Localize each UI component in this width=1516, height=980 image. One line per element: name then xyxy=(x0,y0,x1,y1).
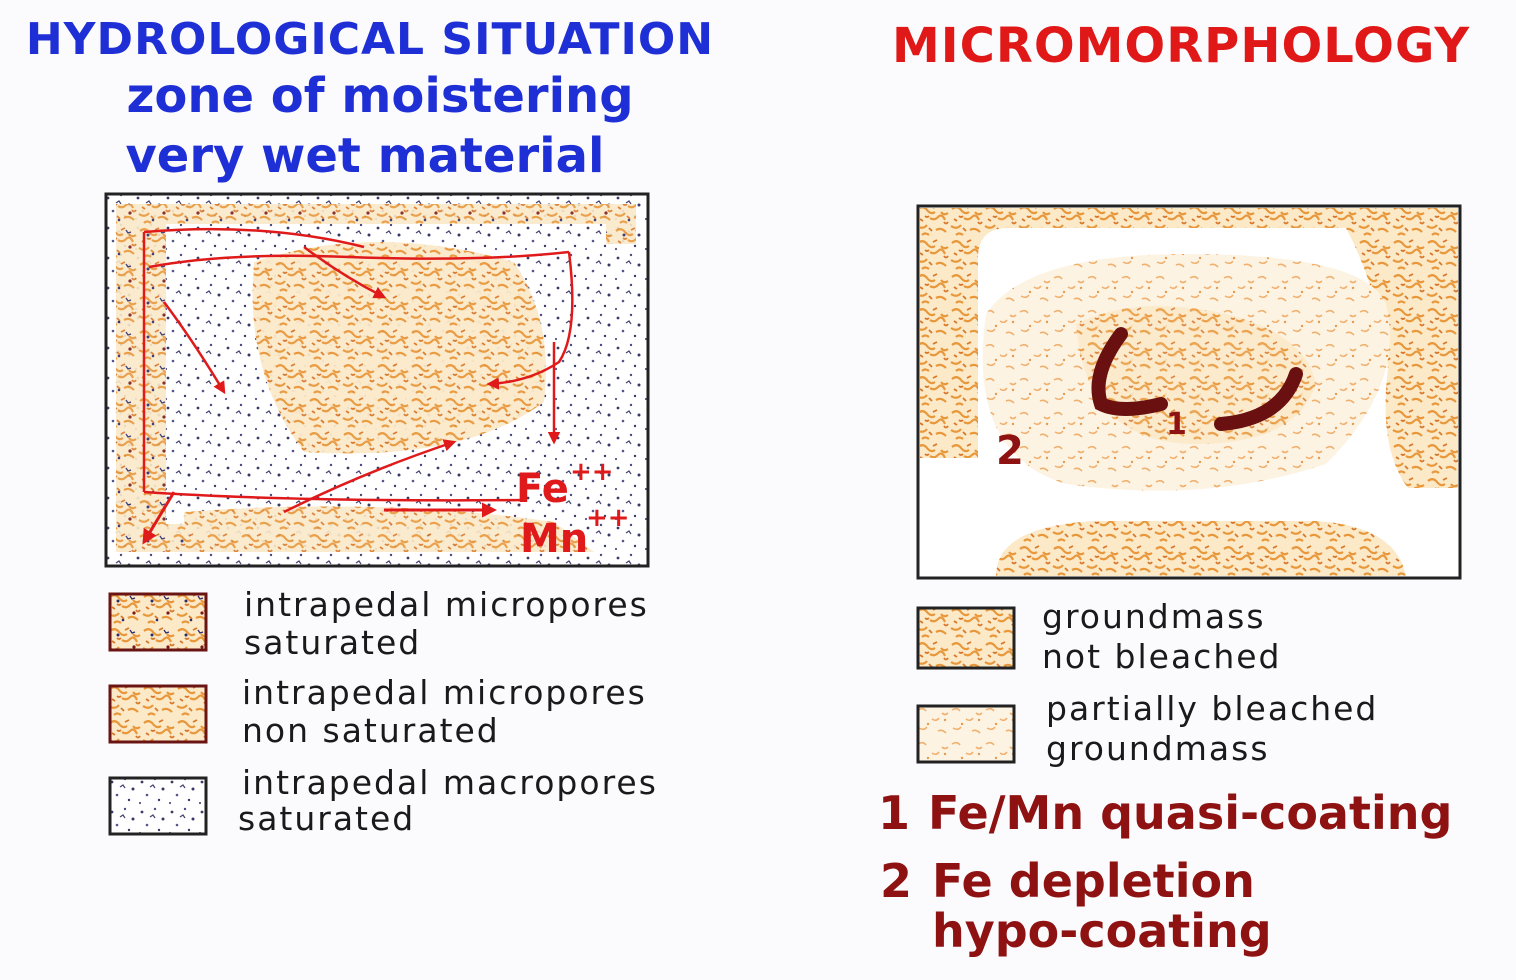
legend-label-partially-bleached-2: groundmass xyxy=(1046,729,1270,768)
micromorphology-title: MICROMORPHOLOGY xyxy=(892,18,1471,74)
flow-line-outer xyxy=(142,232,525,502)
flow-arrow xyxy=(303,245,387,299)
flow-arrow xyxy=(486,251,574,390)
legend-swatch-macropores-saturated xyxy=(108,776,208,836)
note-1-number: 1 xyxy=(878,786,911,840)
groundmass-outer-bottom xyxy=(996,521,1406,576)
note-1-text: Fe/Mn quasi-coating xyxy=(928,786,1453,840)
flow-arrow xyxy=(162,301,226,395)
note-2-number: 2 xyxy=(880,854,913,908)
mn-ion-label: Mn xyxy=(520,516,588,562)
legend-label-partially-bleached-1: partially bleached xyxy=(1046,689,1379,728)
note-2-text-line1: Fe depletion xyxy=(932,854,1255,908)
legend-label-micropores-saturated-2: saturated xyxy=(244,623,422,662)
groundmass-outer-left xyxy=(920,208,1458,458)
legend-label-micropores-non-saturated-1: intrapedal micropores xyxy=(242,673,647,712)
label-2-diagram: 2 xyxy=(996,428,1024,474)
mn-charge-label: ++ xyxy=(586,503,630,533)
hydrological-diagram: Fe ++ Mn ++ xyxy=(104,192,650,568)
legend-label-micropores-saturated-1: intrapedal micropores xyxy=(244,585,649,624)
legend-label-macropores-saturated-1: intrapedal macropores xyxy=(242,763,658,802)
fe-charge-label: ++ xyxy=(570,457,614,487)
legend-label-groundmass-not-bleached-2: not bleached xyxy=(1042,637,1282,676)
fe-mn-coating xyxy=(1091,327,1168,416)
micromorphology-diagram: 1 2 xyxy=(916,204,1462,580)
legend-label-macropores-saturated-2: saturated xyxy=(238,799,416,838)
legend-swatch-partially-bleached xyxy=(916,704,1016,764)
legend-swatch-micropores-saturated xyxy=(108,592,208,652)
hydrological-situation-title: HYDROLOGICAL SITUATION xyxy=(25,14,715,65)
micropore-aggregate xyxy=(252,242,547,454)
flow-arrow xyxy=(142,491,176,545)
legend-label-groundmass-not-bleached-1: groundmass xyxy=(1042,597,1266,636)
note-2-text-line2: hypo-coating xyxy=(932,904,1272,958)
very-wet-material-subtitle: very wet material xyxy=(125,128,605,184)
legend-swatch-micropores-non-saturated xyxy=(108,684,208,744)
fe-ion-label: Fe xyxy=(516,466,569,512)
flow-arrow xyxy=(283,439,457,514)
legend-label-micropores-non-saturated-2: non saturated xyxy=(242,711,500,750)
fe-mn-coating xyxy=(1214,367,1303,431)
zone-of-moistering-subtitle: zone of moistering xyxy=(126,68,634,124)
label-1-diagram: 1 xyxy=(1166,407,1187,442)
legend-swatch-groundmass-not-bleached xyxy=(916,606,1016,670)
